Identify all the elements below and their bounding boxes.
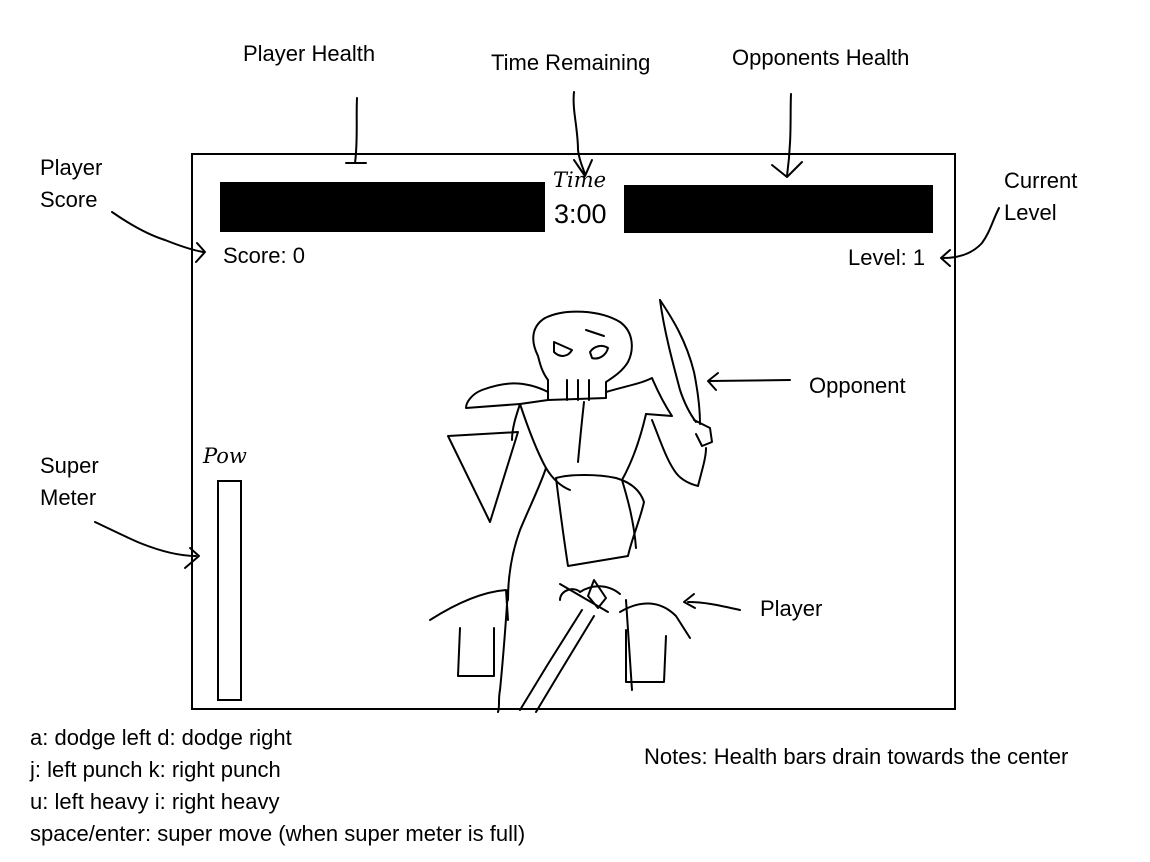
player-score-arrow — [111, 211, 206, 263]
notes-text: Notes: Health bars drain towards the cen… — [644, 744, 1069, 769]
player-health-annotation: Player Health — [243, 41, 376, 66]
controls-line-punch: j: left punch k: right punch — [30, 757, 281, 782]
player-score-annotation-line1: Player — [40, 155, 103, 180]
score-display: Score: 0 — [223, 243, 305, 268]
super-meter — [217, 480, 242, 701]
current-level-annotation-line1: Current — [1004, 168, 1078, 193]
opponents-health-arrow — [771, 93, 803, 178]
controls-line-dodge: a: dodge left d: dodge right — [30, 725, 292, 750]
current-level-arrow — [940, 207, 1000, 267]
level-display: Level: 1 — [848, 245, 926, 270]
player-health-bar — [220, 182, 545, 232]
player-annotation: Player — [760, 596, 823, 621]
opponents-health-annotation: Opponents Health — [732, 45, 910, 70]
pow-label: Pow — [203, 444, 247, 468]
time-remaining-arrow — [572, 91, 593, 177]
opponent-arrow — [707, 372, 791, 391]
opponent-annotation: Opponent — [809, 373, 906, 398]
opponent-sketch — [447, 299, 713, 601]
player-score-annotation-line2: Score — [40, 187, 98, 212]
time-label: Time — [553, 168, 607, 192]
player-sketch — [429, 579, 691, 713]
timer-display: 3:00 — [554, 199, 607, 229]
controls-line-heavy: u: left heavy i: right heavy — [30, 789, 280, 814]
controls-legend: a: dodge left d: dodge right j: left pun… — [30, 722, 525, 850]
super-meter-arrow — [94, 521, 200, 569]
opponent-health-bar — [624, 185, 933, 233]
controls-line-super: space/enter: super move (when super mete… — [30, 821, 526, 846]
current-level-annotation-line2: Level — [1004, 200, 1057, 225]
time-remaining-annotation: Time Remaining — [491, 50, 651, 75]
player-health-arrow — [345, 97, 367, 164]
player-arrow — [683, 593, 741, 611]
super-meter-annotation-line2: Meter — [40, 485, 97, 510]
super-meter-annotation-line1: Super — [40, 453, 99, 478]
game-screen — [191, 153, 956, 710]
